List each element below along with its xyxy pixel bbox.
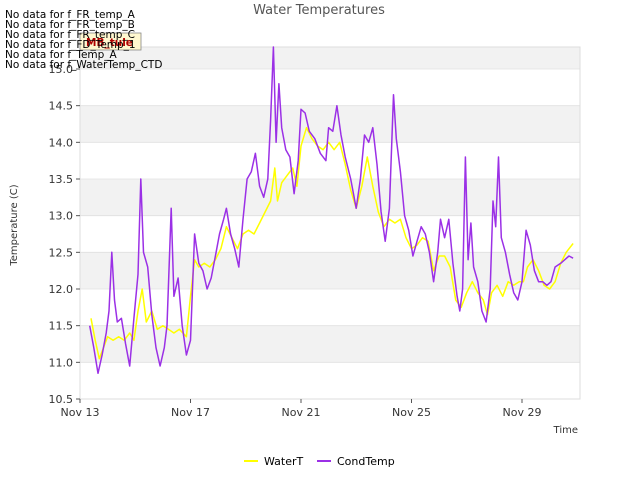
no-data-message: No data for f_FD_Temp_1 xyxy=(5,39,136,51)
chart-title: Water Temperatures xyxy=(253,3,385,18)
legend-label-watert: WaterT xyxy=(264,455,304,468)
x-axis-label: Time xyxy=(553,425,578,436)
grid-band xyxy=(80,325,580,363)
y-tick-label: 14.0 xyxy=(49,136,74,149)
no-data-message: No data for f_WaterTemp_CTD xyxy=(5,59,162,71)
y-tick-label: 10.5 xyxy=(49,393,74,406)
plot-frame xyxy=(79,46,581,400)
no-data-messages: No data for f_FR_temp_ANo data for f_FR_… xyxy=(5,9,162,71)
y-tick-label: 11.0 xyxy=(49,356,74,369)
x-tick-label: Nov 25 xyxy=(392,406,431,419)
grid-band xyxy=(80,47,580,69)
x-tick-label: Nov 29 xyxy=(503,406,542,419)
y-tick-label: 11.5 xyxy=(49,320,74,333)
x-tick-label: Nov 17 xyxy=(171,406,210,419)
y-tick-label: 12.5 xyxy=(49,246,74,259)
legend-label-condtemp: CondTemp xyxy=(337,455,395,468)
y-tick-label: 13.0 xyxy=(49,210,74,223)
y-axis-label: Temperature (C) xyxy=(9,184,20,266)
y-tick-label: 12.0 xyxy=(49,283,74,296)
y-tick-label: 13.5 xyxy=(49,173,74,186)
legend: WaterT CondTemp xyxy=(244,455,395,468)
grid-band xyxy=(80,179,580,216)
y-tick-label: 15.0 xyxy=(49,63,74,76)
badge-label: MB_tule xyxy=(86,37,133,49)
mb-tule-badge: MB_tule xyxy=(79,32,142,51)
y-axis-ticks: 10.5 11.0 11.5 12.0 12.5 13.0 13.5 14.0 14.5 15.0 xyxy=(49,63,80,406)
series-line-watert xyxy=(90,126,574,360)
grid-band xyxy=(80,252,580,289)
plot-background xyxy=(79,46,581,400)
no-data-message: No data for f_FR_temp_C xyxy=(5,29,135,41)
no-data-message: No data for f_FR_temp_B xyxy=(5,19,135,31)
no-data-message: No data for f_FR_temp_A xyxy=(5,9,136,21)
y-tick-label: 14.5 xyxy=(49,100,74,113)
x-tick-label: Nov 13 xyxy=(61,406,100,419)
grid-band xyxy=(80,105,580,143)
series-layer xyxy=(88,46,574,375)
x-axis-ticks: Nov 13 Nov 17 Nov 21 Nov 25 Nov 29 xyxy=(61,399,542,419)
x-tick-label: Nov 21 xyxy=(282,406,321,419)
series-line-condtemp xyxy=(88,46,574,375)
no-data-message: No data for f_Temp_A xyxy=(5,49,118,61)
